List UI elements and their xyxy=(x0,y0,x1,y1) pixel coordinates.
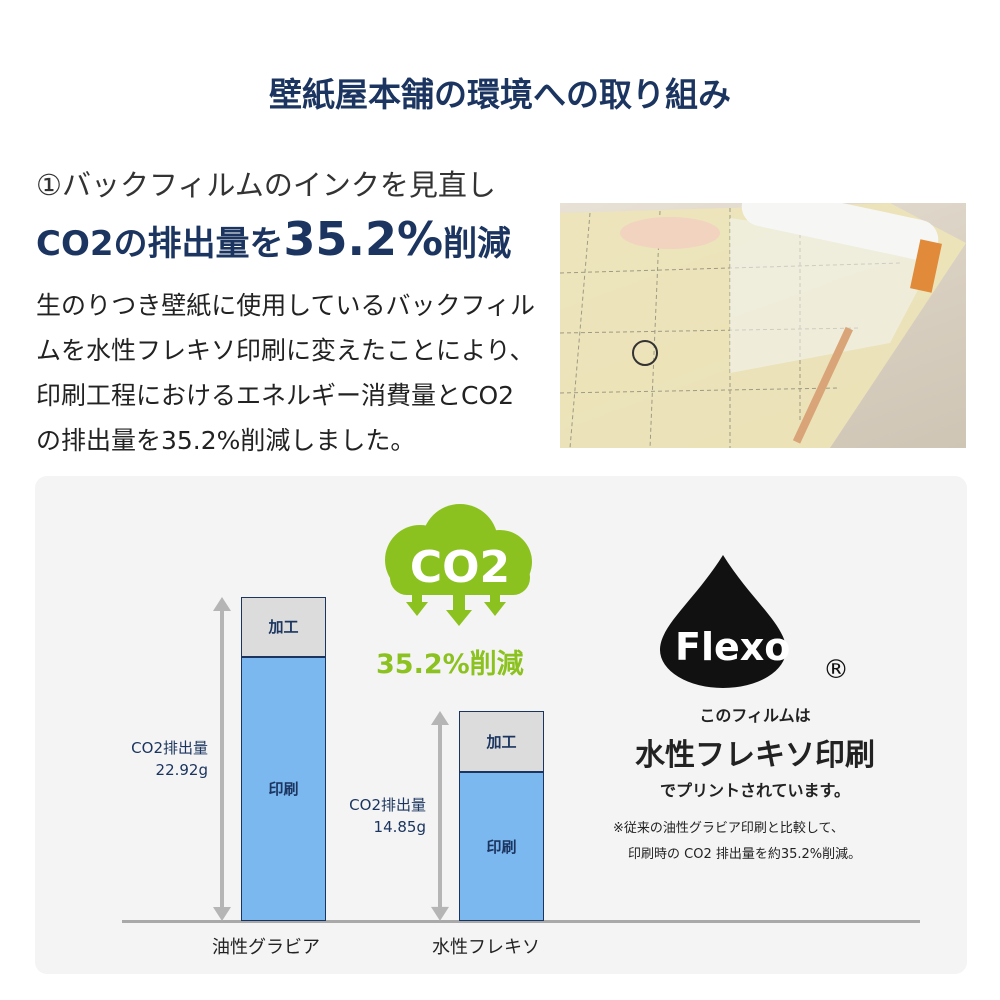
bar-segment-processing: 加工 xyxy=(459,711,544,772)
total-label-title: CO2排出量 xyxy=(131,739,208,757)
co2-cloud-icon: CO2 xyxy=(385,504,532,626)
headline-post: 削減 xyxy=(443,224,512,264)
reduction-badge: 35.2%削減 xyxy=(376,649,524,680)
total-arrow xyxy=(213,597,231,921)
headline-value: 35.2% xyxy=(283,212,444,266)
body-text: 生のりつき壁紙に使用しているバックフィルムを水性フレキソ印刷に変えたことにより、… xyxy=(36,291,536,455)
total-arrow xyxy=(431,711,449,921)
flexo-line3: でプリントされています。 xyxy=(660,781,850,800)
chart-baseline xyxy=(122,920,920,923)
category-label-gravure: 油性グラビア xyxy=(212,937,320,958)
co2-text: CO2 xyxy=(410,542,510,593)
registered-mark: ® xyxy=(823,655,849,685)
flexo-line1: このフィルムは xyxy=(699,706,811,725)
flexo-note2: 印刷時の CO2 排出量を約35.2%削減。 xyxy=(628,847,862,862)
section-subtitle: ①バックフィルムのインクを見直し xyxy=(36,168,496,202)
wallpaper-roll-illustration xyxy=(560,203,966,448)
headline-pre: CO2の排出量を xyxy=(36,224,284,264)
total-label-title: CO2排出量 xyxy=(349,796,426,814)
headline: CO2の排出量を35.2%削減 xyxy=(36,212,511,266)
product-photo xyxy=(560,203,966,448)
page-title: 壁紙屋本舗の環境への取り組み xyxy=(269,75,731,114)
total-label-value: 14.85g xyxy=(373,818,426,836)
total-label-value: 22.92g xyxy=(155,761,208,779)
bar-segment-printing: 印刷 xyxy=(459,771,544,921)
total-label-gravure: CO2排出量 22.92g xyxy=(100,737,208,781)
total-label-flexo: CO2排出量 14.85g xyxy=(318,794,426,838)
flexo-note1: ※従来の油性グラビア印刷と比較して、 xyxy=(613,821,844,836)
flexo-line2: 水性フレキソ印刷 xyxy=(635,738,875,773)
flexo-drop-logo: Flexo ® xyxy=(660,555,849,688)
flexo-logo-text: Flexo xyxy=(675,625,790,669)
bar-segment-processing: 加工 xyxy=(241,597,326,657)
bar-segment-printing: 印刷 xyxy=(241,656,326,921)
category-label-flexo: 水性フレキソ xyxy=(432,937,540,958)
